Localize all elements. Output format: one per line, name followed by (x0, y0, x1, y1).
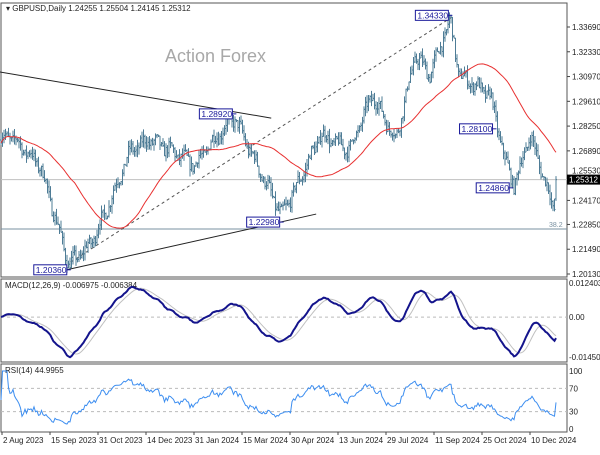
annotation-label: 1.28100 (462, 124, 493, 134)
price-panel[interactable]: ▾ GBPUSD,Daily 1.24255 1.25504 1.24145 1… (0, 2, 568, 278)
date-tick-label: 15 Mar 2024 (243, 436, 288, 445)
rsi-label: RSI(14) 44.9955 (5, 366, 64, 375)
date-tick-label: 29 Jul 2024 (387, 436, 429, 445)
current-price-label: 1.25312 (569, 176, 598, 185)
annotation-box (198, 108, 233, 120)
moving-average-line (0, 63, 557, 229)
annotation-label: 1.34330 (417, 10, 448, 20)
price-tick-label: 1.25530 (572, 167, 600, 176)
price-tick-label: 1.32330 (572, 48, 600, 57)
date-tick-label: 25 Oct 2024 (483, 436, 527, 445)
annotation-label: 1.28920 (201, 109, 232, 119)
annotation-label: 1.22980 (249, 217, 280, 227)
price-tick-label: 1.21490 (572, 245, 600, 254)
chart-title: ▾ GBPUSD,Daily 1.24255 1.25504 1.24145 1… (6, 4, 191, 13)
price-tick-label: 1.22850 (572, 220, 600, 229)
date-axis: 2 Aug 2023 15 Sep 2023 31 Oct 2023 14 Dec 2… (1, 432, 577, 445)
price-tick-label: 1.26890 (572, 147, 600, 156)
price-tick-label: 1.30970 (572, 73, 600, 82)
macd-signal-line (0, 287, 557, 355)
price-tick-label: 1.20130 (572, 270, 600, 279)
rsi-panel[interactable]: RSI(14) 44.9955 100 70 30 0 (0, 363, 583, 434)
current-price-box (567, 174, 600, 185)
date-tick-label: 15 Sep 2023 (51, 436, 97, 445)
annotation-box (246, 216, 281, 228)
date-tick-label: 10 Dec 2024 (531, 436, 577, 445)
rsi-tick-label: 0 (569, 425, 574, 434)
date-tick-label: 31 Jan 2024 (195, 436, 240, 445)
price-bar (553, 198, 556, 212)
watermark: Action Forex (165, 46, 266, 66)
date-tick-label: 14 Dec 2023 (147, 436, 193, 445)
annotation-box (475, 182, 510, 194)
date-tick-label: 11 Sep 2024 (435, 436, 480, 445)
date-tick-label: 31 Oct 2023 (99, 436, 143, 445)
rsi-tick-label: 100 (569, 367, 583, 376)
rsi-tick-label: 70 (569, 384, 578, 393)
macd-label: MACD(12,26,9) -0.006975 -0.006384 (5, 281, 138, 290)
rsi-line (0, 370, 557, 425)
annotation-box (33, 264, 68, 276)
price-tick-label: 1.29610 (572, 97, 600, 106)
price-axis: 1.33690 1.32330 1.30970 1.29610 1.28250 1.268… (567, 23, 600, 279)
annotation-label: 1.20360 (36, 265, 67, 275)
fibonacci-label: 38.2 (549, 222, 563, 229)
macd-main-line (0, 285, 557, 359)
date-tick-label: 30 Apr 2024 (291, 436, 335, 445)
date-tick-label: 13 Jun 2024 (339, 436, 384, 445)
annotation-label: 1.24860 (478, 183, 509, 193)
annotation-box (414, 9, 449, 21)
price-bar (555, 176, 557, 201)
macd-tick-label: 0.00 (569, 313, 585, 322)
annotation-box (459, 123, 494, 135)
rsi-tick-label: 30 (569, 408, 578, 417)
date-tick-label: 2 Aug 2023 (3, 436, 44, 445)
price-tick-label: 1.24170 (572, 196, 600, 205)
macd-panel[interactable]: MACD(12,26,9) -0.006975 -0.006384 0.0124… (0, 278, 600, 363)
macd-tick-label: -0.014502 (569, 353, 600, 362)
price-tick-label: 1.28250 (572, 122, 600, 131)
macd-tick-label: 0.012403 (569, 279, 600, 288)
price-tick-label: 1.33690 (572, 23, 600, 32)
